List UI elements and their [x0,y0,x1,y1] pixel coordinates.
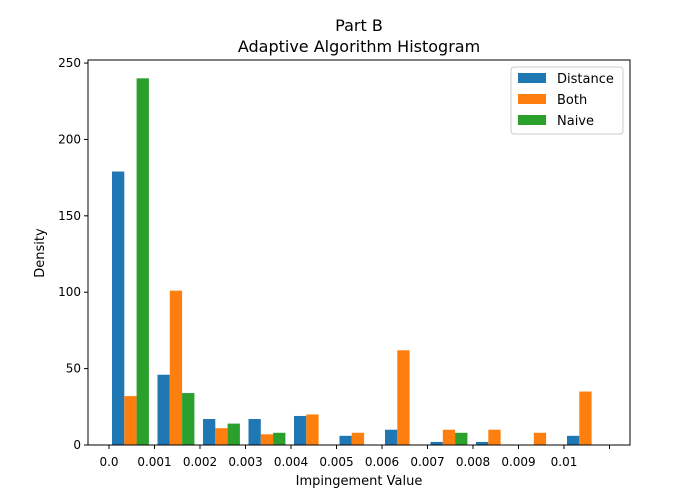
y-tick-label-200: 200 [58,132,81,146]
bar-both-5 [351,432,365,445]
bar-both-0 [124,396,137,445]
bar-both-9 [533,432,547,445]
bar-both-2 [215,428,228,445]
plot-frame [87,59,631,446]
x-axis-label: Impingement Value [296,474,423,489]
bar-distance-4 [294,415,307,445]
bar-distance-3 [248,419,261,445]
bar-distance-0 [112,171,125,445]
x-tick-label-2: 0.002 [183,455,217,469]
bar-distance-7 [430,441,443,445]
bar-distance-2 [203,419,216,445]
y-tick-label-100: 100 [58,285,81,299]
y-tick-label-150: 150 [58,209,81,223]
bar-both-7 [442,429,456,445]
x-tick-label-7: 0.007 [410,455,444,469]
bar-naive-1 [182,393,195,445]
legend-label-naive: Naive [557,114,594,129]
legend-label-distance: Distance [557,72,614,87]
bar-distance-5 [339,435,352,445]
bar-distance-1 [157,374,170,445]
bar-distance-10 [567,435,580,445]
y-tick-label-250: 250 [58,56,81,70]
y-axis-label: Density [33,228,48,278]
bar-distance-6 [385,429,398,445]
legend-swatch-both [518,94,546,104]
bar-both-10 [579,391,592,445]
chart-title: Part B [335,16,383,35]
y-tick-label-0: 0 [73,438,81,452]
bars-group [112,78,592,445]
x-tick-label-5: 0.005 [319,455,353,469]
bar-both-3 [260,434,274,445]
x-tick-label-0: 0.0 [99,455,118,469]
legend: Distance Both Naive [510,66,624,135]
x-tick-label-10: 0.01 [551,455,578,469]
y-tick-label-50: 50 [66,362,81,376]
x-tick-label-1: 0.001 [137,455,171,469]
bar-both-4 [306,414,319,445]
bar-naive-3 [273,432,286,445]
x-axis-ticks: 0.0 0.001 0.002 0.003 0.004 0.005 0.006 0.007 0.… [99,445,610,469]
legend-swatch-naive [518,115,546,125]
legend-label-both: Both [557,93,587,108]
chart-subtitle: Adaptive Algorithm Histogram [238,37,480,56]
bar-naive-7 [455,432,468,445]
x-tick-label-3: 0.003 [228,455,262,469]
legend-swatch-distance [518,73,546,83]
bar-both-8 [488,429,501,445]
y-axis-ticks: 0 50 100 150 200 250 [58,56,88,452]
x-tick-label-4: 0.004 [274,455,308,469]
bar-both-6 [397,350,410,445]
x-tick-label-6: 0.006 [365,455,399,469]
bar-naive-2 [227,423,240,445]
bar-distance-8 [476,441,489,445]
x-tick-label-9: 0.009 [501,455,535,469]
x-tick-label-8: 0.008 [456,455,490,469]
bar-naive-0 [136,78,149,445]
bar-both-1 [169,290,183,445]
